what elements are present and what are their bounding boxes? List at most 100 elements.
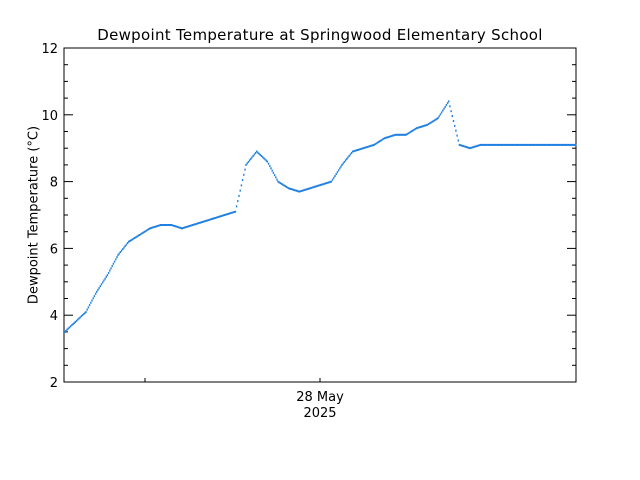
- data-point: [78, 317, 80, 320]
- data-point: [349, 153, 352, 156]
- data-point: [474, 145, 476, 148]
- data-point: [571, 143, 573, 146]
- data-point: [311, 186, 314, 189]
- data-point: [188, 225, 190, 228]
- data-point: [158, 224, 161, 227]
- data-point: [459, 144, 462, 147]
- data-point: [155, 225, 157, 228]
- data-point: [238, 194, 240, 197]
- data-point: [110, 267, 112, 270]
- data-point: [179, 226, 181, 229]
- y-tick-label: 12: [41, 42, 58, 57]
- data-point: [276, 178, 278, 181]
- data-point: [528, 143, 531, 146]
- data-point: [209, 218, 212, 221]
- data-point: [156, 225, 158, 228]
- data-point: [444, 105, 446, 108]
- data-point: [552, 143, 554, 146]
- data-point: [239, 189, 241, 192]
- data-point: [259, 153, 261, 156]
- data-point: [166, 224, 168, 226]
- data-point: [199, 221, 201, 224]
- data-point: [448, 100, 450, 103]
- data-point: [551, 143, 553, 146]
- data-point: [535, 143, 538, 146]
- data-point: [207, 219, 209, 222]
- data-point: [431, 120, 433, 123]
- data-point: [368, 145, 371, 148]
- data-point: [490, 143, 493, 146]
- data-point: [414, 127, 417, 130]
- data-point: [317, 184, 320, 187]
- data-point: [328, 181, 330, 184]
- data-point: [529, 143, 532, 146]
- data-point: [419, 126, 421, 128]
- data-point: [136, 235, 138, 238]
- data-point: [348, 154, 350, 157]
- data-point: [574, 143, 577, 146]
- data-point: [373, 143, 375, 146]
- data-point: [142, 231, 144, 234]
- data-point: [456, 134, 458, 137]
- data-point: [253, 153, 256, 156]
- x-tick-label-date: 28 May: [296, 390, 344, 405]
- data-point: [301, 189, 303, 192]
- data-point: [93, 295, 96, 298]
- data-point: [342, 162, 344, 165]
- data-point: [500, 143, 502, 146]
- data-point: [565, 143, 567, 146]
- data-point: [241, 179, 244, 182]
- data-point: [272, 171, 275, 174]
- data-point: [335, 173, 337, 176]
- data-point: [360, 147, 362, 150]
- data-point: [289, 187, 291, 190]
- data-point: [316, 185, 318, 187]
- axes: 2 4 6 8 10 12: [41, 42, 576, 391]
- data-point: [515, 143, 517, 146]
- data-point: [164, 224, 167, 226]
- data-point: [544, 143, 546, 146]
- data-point: [211, 218, 213, 220]
- data-point: [201, 221, 203, 223]
- data-point: [195, 222, 197, 225]
- data-point: [424, 124, 426, 127]
- y-tick-label: 2: [50, 376, 58, 391]
- data-point: [442, 109, 444, 112]
- data-point: [257, 151, 259, 154]
- data-point: [221, 214, 224, 217]
- data-point: [523, 143, 526, 146]
- data-point: [129, 240, 131, 242]
- data-point: [265, 159, 267, 162]
- data-point: [117, 254, 119, 257]
- data-point: [350, 151, 353, 154]
- data-point: [363, 146, 366, 149]
- data-point: [128, 240, 130, 243]
- data-point: [302, 189, 304, 192]
- data-point: [380, 139, 382, 142]
- data-point: [489, 143, 491, 146]
- data-point: [288, 187, 290, 190]
- data-point: [470, 146, 472, 149]
- data-point: [149, 227, 151, 230]
- data-point: [295, 189, 297, 192]
- data-point: [493, 143, 495, 146]
- data-point: [354, 149, 356, 152]
- data-point: [554, 143, 557, 146]
- data-point: [246, 162, 248, 165]
- data-point: [291, 188, 293, 191]
- data-point: [118, 252, 120, 255]
- data-point: [66, 328, 68, 331]
- data-point: [336, 171, 339, 174]
- data-point: [214, 217, 216, 219]
- data-point: [558, 143, 560, 146]
- data-point: [331, 178, 334, 181]
- data-point: [107, 271, 110, 274]
- data-point: [123, 246, 125, 249]
- data-point: [284, 185, 286, 188]
- data-point: [465, 146, 468, 149]
- data-point: [151, 226, 154, 229]
- data-point: [550, 143, 552, 146]
- data-point: [553, 143, 555, 146]
- data-point: [572, 143, 574, 146]
